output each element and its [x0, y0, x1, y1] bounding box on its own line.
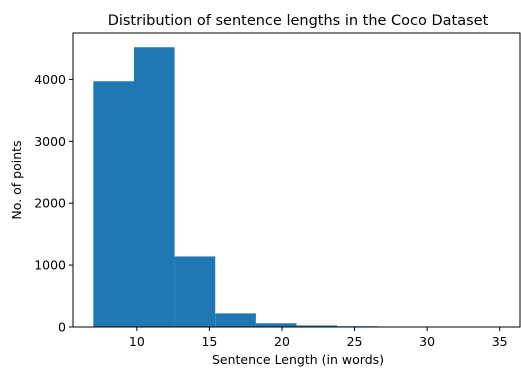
y-tick-label-3: 3000: [34, 134, 66, 149]
histogram-bar-1: [133, 47, 175, 328]
histogram-bar-4: [255, 323, 297, 327]
y-tick-label-0: 0: [58, 320, 66, 335]
x-tick-label-5: 35: [492, 334, 508, 349]
x-axis-label: Sentence Length (in words): [212, 352, 384, 367]
histogram-bar-2: [174, 256, 216, 327]
plot-frame: [72, 32, 521, 328]
y-tick-label-4: 4000: [34, 72, 66, 87]
x-tick-label-1: 15: [201, 334, 217, 349]
bars-group: [93, 47, 500, 328]
x-tick-label-4: 30: [419, 334, 435, 349]
y-tick-label-2: 2000: [34, 196, 66, 211]
histogram-bar-0: [93, 81, 134, 327]
histogram-bar-3: [215, 313, 256, 327]
x-tick-label-3: 25: [347, 334, 363, 349]
histogram-bar-5: [296, 325, 338, 327]
x-tick-label-0: 10: [129, 334, 145, 349]
y-tick-label-1: 1000: [34, 258, 66, 273]
x-axis: 10 15 20 25 30 35: [129, 327, 508, 349]
chart-title: Distribution of sentence lengths in the …: [108, 13, 489, 29]
y-axis: 0 1000 2000 3000 4000: [34, 72, 73, 335]
y-axis-label: No. of points: [9, 140, 24, 219]
x-tick-label-2: 20: [274, 334, 290, 349]
